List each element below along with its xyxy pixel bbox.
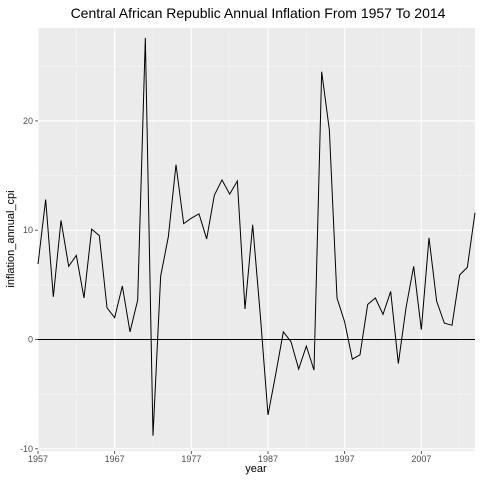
- chart-title: Central African Republic Annual Inflatio…: [71, 5, 446, 21]
- y-tick-label: -10: [20, 444, 33, 454]
- x-tick-label: 1967: [105, 454, 125, 464]
- x-tick-label: 1977: [181, 454, 201, 464]
- y-tick-label: 20: [23, 116, 33, 126]
- y-axis-title: inflation_annual_cpi: [5, 190, 17, 287]
- x-tick-label: 2007: [411, 454, 431, 464]
- y-tick-label: 10: [23, 225, 33, 235]
- x-tick-label: 1987: [258, 454, 278, 464]
- inflation-series-line: [37, 37, 476, 436]
- x-axis-ticks: 1957 1967 1977 1987 1997 2007: [28, 451, 431, 464]
- plot-panel: [38, 28, 475, 451]
- x-tick-label: 1997: [335, 454, 355, 464]
- y-axis-ticks: -10 0 10 20: [20, 116, 38, 454]
- x-tick-label: 1957: [28, 454, 48, 464]
- minor-gridlines: [38, 28, 475, 451]
- y-tick-label: 0: [28, 335, 33, 345]
- x-axis-title: year: [245, 463, 267, 475]
